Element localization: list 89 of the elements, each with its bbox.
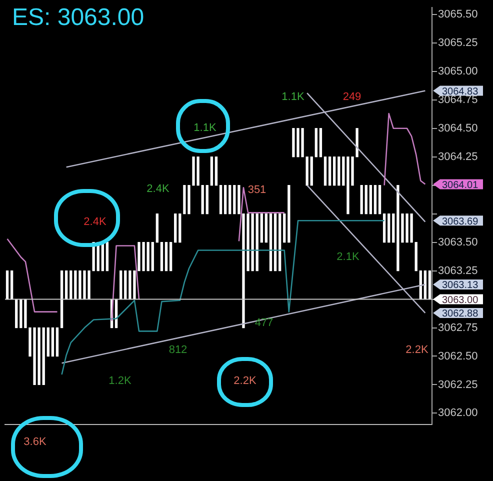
bar xyxy=(219,185,222,214)
bar xyxy=(42,327,45,386)
bar xyxy=(338,156,340,186)
bar xyxy=(124,270,127,300)
bar xyxy=(70,270,72,300)
annotation: 249 xyxy=(342,91,362,103)
annotation: 1.2K xyxy=(108,375,132,387)
bar xyxy=(151,242,154,272)
bar xyxy=(201,185,204,214)
bar xyxy=(46,327,50,357)
bar xyxy=(74,270,77,300)
bar xyxy=(328,156,332,186)
bar xyxy=(160,242,164,272)
y-tick-label: 3063.25 xyxy=(438,264,478,277)
text: 3063.13 xyxy=(442,280,479,292)
bar xyxy=(278,213,282,272)
bar xyxy=(56,327,59,357)
chart-title: ES: 3063.00 xyxy=(12,4,144,32)
bar xyxy=(60,270,64,328)
y-tick-label: 3062.00 xyxy=(438,407,478,420)
bar xyxy=(156,213,159,243)
bar xyxy=(224,185,227,214)
bar xyxy=(10,270,14,300)
annotation: 2.1K xyxy=(336,251,360,263)
bar xyxy=(333,156,336,186)
bar xyxy=(146,242,150,272)
bar xyxy=(6,270,9,300)
bar xyxy=(382,213,386,243)
y-tick-label: 3065.00 xyxy=(438,65,478,78)
annotation: 2.2K xyxy=(234,375,256,387)
bar xyxy=(178,213,182,243)
bar xyxy=(256,213,258,272)
annotation: 351 xyxy=(248,184,266,196)
bar xyxy=(319,128,322,158)
y-tick-label: 3062.25 xyxy=(438,378,478,391)
y-tick-label: 3063.50 xyxy=(438,236,478,248)
y-tick-label: 3065.50 xyxy=(438,8,478,20)
bar xyxy=(206,185,208,214)
bar xyxy=(120,270,122,300)
ref-line-label: 3063.00 xyxy=(442,295,479,306)
y-tick-label: 3065.25 xyxy=(438,36,478,49)
bar xyxy=(214,156,218,186)
bar xyxy=(374,185,377,214)
text: 3064.01 xyxy=(442,180,479,191)
annotation: 812 xyxy=(168,344,188,356)
annotation: 2.2K xyxy=(406,344,428,356)
bar xyxy=(310,156,313,186)
bar xyxy=(364,185,368,214)
annotation: 1.1K xyxy=(282,91,304,103)
annotation: 2.4K xyxy=(84,216,106,228)
bar xyxy=(428,270,432,300)
bar xyxy=(392,213,395,243)
bar xyxy=(174,213,177,243)
bar xyxy=(228,185,232,214)
y-tick-label: 3064.25 xyxy=(438,150,478,163)
bar xyxy=(20,298,22,328)
annotation: 1.1K xyxy=(194,122,216,134)
y-tick-label: 3062.75 xyxy=(438,322,478,334)
bar xyxy=(274,213,277,272)
bar xyxy=(15,298,18,328)
bar xyxy=(314,128,318,158)
bar xyxy=(269,213,272,272)
bar xyxy=(388,213,390,243)
bar xyxy=(169,242,172,272)
annotation: 477 xyxy=(254,317,274,329)
bar xyxy=(233,185,236,214)
bar xyxy=(264,213,268,243)
annotation: 2.4K xyxy=(146,183,170,195)
bar xyxy=(369,185,372,214)
bar xyxy=(164,242,168,272)
bar xyxy=(424,270,427,300)
bar xyxy=(378,185,382,214)
bar xyxy=(210,156,214,186)
bar xyxy=(106,242,109,272)
text: 3063.69 xyxy=(442,216,479,228)
text: 3062.88 xyxy=(442,308,479,320)
text: 3.6K xyxy=(24,436,46,448)
y-tick-label: 3062.50 xyxy=(438,350,478,362)
bar xyxy=(414,242,418,272)
bar xyxy=(288,185,290,243)
bar xyxy=(51,327,54,357)
bar xyxy=(64,270,68,300)
bar xyxy=(360,185,363,214)
bar xyxy=(324,156,327,186)
y-tick-label: 3064.50 xyxy=(438,122,478,134)
y-tick-label: 3064.75 xyxy=(438,94,478,106)
bar xyxy=(283,213,286,243)
bar xyxy=(260,213,263,243)
bar xyxy=(306,156,308,186)
